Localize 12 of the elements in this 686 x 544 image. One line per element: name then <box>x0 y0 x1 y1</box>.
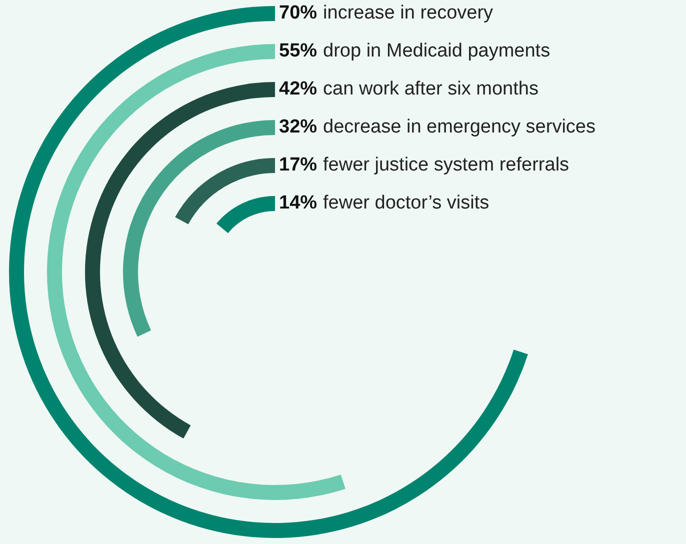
category-label: fewer justice system referrals <box>323 154 570 176</box>
data-label: 42% <box>279 78 318 100</box>
data-label: 32% <box>279 116 318 138</box>
category-label: fewer doctor’s visits <box>323 192 490 214</box>
category-label: increase in recovery <box>323 2 494 24</box>
data-label: 17% <box>279 154 318 176</box>
data-label: 14% <box>279 192 318 214</box>
data-label: 55% <box>279 40 318 62</box>
category-label: can work after six months <box>323 78 538 100</box>
category-label: decrease in emergency services <box>323 116 596 138</box>
category-label: drop in Medicaid payments <box>323 40 550 62</box>
data-label: 70% <box>279 2 318 24</box>
